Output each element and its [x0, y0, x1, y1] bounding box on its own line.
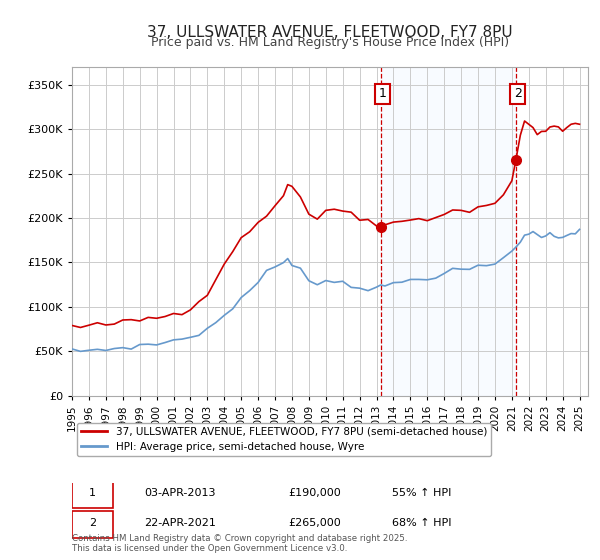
Text: £190,000: £190,000	[289, 488, 341, 498]
Legend: 37, ULLSWATER AVENUE, FLEETWOOD, FY7 8PU (semi-detached house), HPI: Average pri: 37, ULLSWATER AVENUE, FLEETWOOD, FY7 8PU…	[77, 423, 491, 456]
Text: 55% ↑ HPI: 55% ↑ HPI	[392, 488, 451, 498]
Text: 2: 2	[514, 87, 522, 100]
Text: 03-APR-2013: 03-APR-2013	[144, 488, 216, 498]
FancyBboxPatch shape	[72, 482, 113, 508]
Text: 1: 1	[89, 488, 96, 498]
Text: 37, ULLSWATER AVENUE, FLEETWOOD, FY7 8PU: 37, ULLSWATER AVENUE, FLEETWOOD, FY7 8PU	[147, 25, 513, 40]
Text: 22-APR-2021: 22-APR-2021	[144, 517, 216, 528]
Text: 1: 1	[379, 87, 386, 100]
Text: £265,000: £265,000	[289, 517, 341, 528]
FancyBboxPatch shape	[72, 511, 113, 538]
Text: Price paid vs. HM Land Registry's House Price Index (HPI): Price paid vs. HM Land Registry's House …	[151, 36, 509, 49]
Text: 68% ↑ HPI: 68% ↑ HPI	[392, 517, 451, 528]
Bar	[381, 67, 516, 395]
Text: Contains HM Land Registry data © Crown copyright and database right 2025.
This d: Contains HM Land Registry data © Crown c…	[72, 534, 407, 553]
Text: 2: 2	[89, 517, 96, 528]
